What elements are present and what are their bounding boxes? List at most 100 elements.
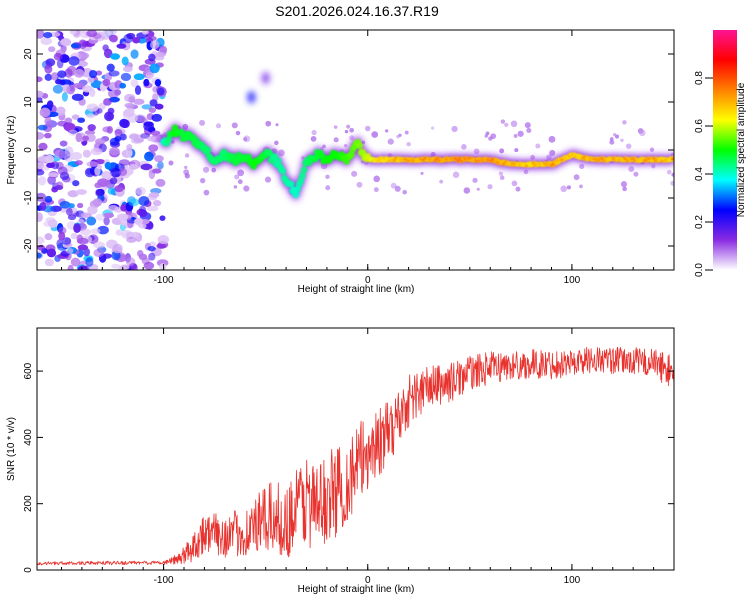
spectrogram-noise-cell [44,132,52,139]
snr-x-label: Height of straight line (km) [298,584,415,595]
spectrogram-noise-cell [107,187,116,195]
spectrogram-noise-cell [148,107,157,114]
spectrogram-noise-cell [58,231,66,241]
spectrogram-noise-cell [87,124,96,132]
spectrogram-noise-cell [59,201,71,209]
spectrogram-noise-cell [130,49,139,59]
spectrogram-speckle [265,120,272,127]
snr-y-label: SNR (10 * v/v) [6,417,17,481]
spectrogram-y-tick-label: 20 [23,48,34,60]
spectrogram-noise-cell [59,79,72,86]
spectrogram-noise-cell [61,91,68,102]
spectrogram-speckle [371,131,379,138]
spectrogram-noise-cell [37,176,47,186]
snr-x-tick-label: 100 [564,575,581,586]
colorbar-tick-label: 0.2 [694,215,705,229]
spectrogram-speckle [211,167,217,173]
spectrogram-speckle [237,169,245,177]
spectrogram-speckle [511,180,518,187]
spectrogram-noise-cell [95,70,103,76]
spectrogram-noise-cell [90,147,103,156]
spectrogram-noise-cell [138,196,150,206]
spectrogram-noise-cell [57,70,67,78]
spectrogram-speckle [275,123,279,127]
spectrogram-speckle [402,189,407,195]
spectrogram-noise-cell [93,248,105,258]
spectrogram-y-tick-label: -20 [23,238,34,253]
spectrogram-feature [261,72,270,84]
spectrogram-noise-cell [44,64,53,74]
spectrogram-noise-cell [47,218,58,228]
spectrogram-noise-cell [122,66,133,73]
spectrogram-noise-cell [115,229,123,236]
spectrogram-speckle [364,125,371,132]
spectrogram-speckle [277,149,285,157]
spectrogram-speckle [184,153,190,158]
spectrogram-speckle [622,120,627,125]
colorbar-tick-label: 0.4 [694,167,705,181]
colorbar-tick-label: 0.6 [694,119,705,133]
snr-y-ticks: 0 200 400 600 [23,362,674,573]
spectrogram-speckle [670,180,674,186]
spectrogram-noise-cell [122,110,130,120]
spectrogram-speckle [451,125,458,133]
spectrogram-speckle [488,136,493,141]
spectrogram-speckle [473,148,480,155]
spectrogram-noise-cell [133,98,145,105]
spectrogram-noise-cell [135,186,146,196]
spectrogram-noise-cell [96,108,103,114]
spectrogram-speckle [396,134,400,139]
spectrogram-noise-cell [140,132,151,139]
spectrogram-noise-cell [62,83,71,93]
spectrogram-noise-cell [82,85,93,93]
spectrogram-speckle [530,154,536,160]
spectrogram-noise-cell [85,257,94,267]
spectrogram-noise-cell [143,78,150,87]
spectrogram-speckle [406,141,411,147]
spectrogram-noise-cell [104,161,112,170]
spectrogram-speckle [274,140,279,146]
spectrogram-noise-cell [108,70,120,77]
spectrogram-speckle [231,122,238,129]
spectrogram-noise-cell [159,263,167,270]
spectrogram-noise-cell [140,163,153,171]
spectrogram-noise-cell [75,132,83,143]
spectrogram-speckle [349,127,355,133]
spectrogram-speckle [373,187,379,193]
spectrogram-noise-cell [132,36,141,44]
spectrogram-noise-cell [104,111,115,122]
spectrogram-x-tick-label: 100 [564,275,581,286]
spectrogram-noise-cell [51,72,59,81]
spectrogram-feature [247,91,256,104]
spectrogram-noise-cell [114,128,123,138]
spectrogram-noise-cell [106,63,115,72]
spectrogram-speckle [385,129,389,133]
spectrogram-x-tick-label: -100 [154,275,174,286]
spectrogram-speckle [333,125,338,129]
spectrogram-noise-cell [154,103,164,110]
spectrogram-noise-cell [59,140,68,147]
spectrogram-noise-cell [159,215,166,221]
spectrogram-noise-cell [57,166,68,176]
spectrogram-noise-cell [38,142,48,151]
spectrogram-noise-cell [54,149,67,159]
spectrogram-noise-cell [90,80,103,89]
spectrogram-noise-cell [80,212,92,219]
spectrogram-noise-cell [154,78,162,87]
spectrogram-noise-cell [148,144,159,152]
spectrogram-noise-cell [71,114,80,120]
spectrogram-noise-cell [73,68,85,78]
ridge-cell [292,191,300,199]
spectrogram-speckle [373,175,380,183]
spectrogram-noise-cell [52,84,64,94]
spectrogram-noise-cell [124,102,135,108]
spectrogram-noise-cell [111,263,121,269]
snr-y-tick-label: 600 [23,362,34,379]
spectrogram-speckle [504,122,509,127]
colorbar: 0.0 0.2 0.4 0.6 0.8 Normalized spectral ampl… [694,30,747,277]
spectrogram-speckle [202,166,210,173]
spectrogram-speckle [215,123,222,129]
spectrogram-noise-cell [44,154,55,164]
spectrogram-noise-cell [102,78,111,87]
